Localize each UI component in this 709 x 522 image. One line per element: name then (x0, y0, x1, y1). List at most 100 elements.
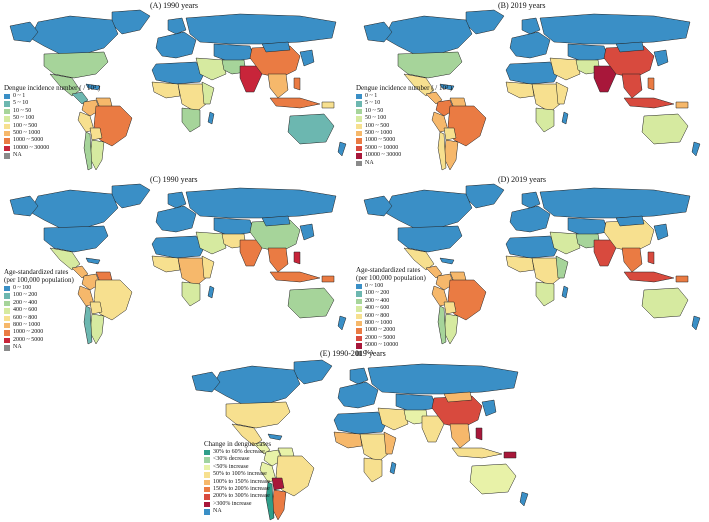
region-indonesia (623, 271, 675, 283)
region-se-asia (621, 73, 643, 99)
legend-label: 100% to 150% increase (213, 478, 270, 485)
region-bolivia (271, 477, 285, 491)
region-madagascar (561, 285, 569, 299)
region-north-africa (151, 61, 205, 85)
legend-label: 50 ~ 100 (13, 115, 35, 122)
legend-title: Dengue incidence number ( / 10³ ) (356, 84, 453, 92)
legend-label: 100 ~ 200 (13, 292, 38, 299)
legend-item: 30% to 60% decrease (204, 449, 271, 456)
legend-item: NA (356, 160, 452, 167)
legend-label: 100 ~ 500 (13, 122, 38, 129)
legend-label: 1000 ~ 5000 (365, 137, 396, 144)
region-north-africa (505, 235, 559, 259)
region-mongolia (261, 41, 291, 53)
region-scandinavia (167, 17, 187, 35)
legend-swatch (356, 123, 362, 129)
region-east-africa (555, 81, 569, 105)
legend-swatch (4, 337, 10, 344)
region-peru (431, 111, 449, 133)
legend-item: 600 ~ 800 (356, 313, 426, 320)
legend-label: 0 ~ 100 (13, 285, 32, 291)
region-mongolia (261, 215, 291, 227)
region-mongolia (443, 391, 473, 403)
region-central-asia (213, 217, 255, 237)
region-alaska (363, 21, 393, 43)
region-caribbean (439, 257, 455, 265)
legend-e: Change in dengue cases 30% to 60% decreas… (204, 440, 271, 516)
legend-item: 50 ~ 100 (4, 115, 100, 122)
region-brazil (447, 279, 487, 321)
legend-item: <30% decrease (204, 456, 271, 463)
region-brazil (447, 105, 487, 147)
legend-label: <30% decrease (213, 456, 250, 463)
legend-item: 0 ~ 100 (4, 285, 74, 292)
region-scandinavia (349, 367, 369, 385)
legend-label: 5000 ~ 10000 (365, 144, 399, 151)
legend-item: 50% to 100% increase (204, 471, 271, 478)
legend-label: 10000 ~ 30000 (13, 144, 50, 151)
region-philippines (647, 251, 655, 265)
region-canada (383, 189, 473, 229)
legend-label: 10 ~ 50 (365, 107, 384, 114)
region-south-africa (363, 457, 383, 483)
region-south-africa (535, 281, 555, 307)
region-new-zealand (691, 315, 701, 331)
region-new-zealand (519, 491, 529, 507)
legend-swatch (356, 343, 362, 349)
legend-item: NA (4, 344, 74, 351)
region-japan-korea (653, 223, 669, 241)
region-central-america (425, 91, 443, 105)
panel-a-title: (A) 1990 years (150, 1, 198, 10)
legend-label: NA (13, 344, 22, 351)
region-east-africa (201, 255, 215, 279)
legend-label: 200 ~ 400 (13, 299, 38, 306)
legend-item: NA (4, 152, 100, 159)
panel-d-title: (D) 2019 years (498, 175, 546, 184)
region-scandinavia (521, 17, 541, 35)
legend-swatch (356, 153, 362, 159)
legend-item: NA (204, 508, 271, 515)
legend-label: 0 ~ 1 (13, 93, 26, 99)
legend-item: 5000 ~ 10000 (356, 145, 452, 152)
region-alaska (191, 371, 221, 393)
region-russia (539, 187, 691, 219)
legend-swatch (204, 450, 210, 456)
region-south-africa (181, 281, 201, 307)
region-peru (431, 285, 449, 307)
legend-item: 100 ~ 200 (4, 292, 74, 299)
legend-item: 500 ~ 1000 (356, 130, 452, 137)
region-chile (437, 131, 447, 171)
region-west-africa (151, 255, 181, 273)
legend-swatch (204, 457, 210, 463)
region-europe (155, 31, 197, 59)
region-philippines (293, 77, 301, 91)
region-east-africa (201, 81, 215, 105)
legend-label: 100 ~ 200 (365, 290, 390, 297)
world-map-b (363, 9, 701, 171)
region-greenland (111, 9, 151, 35)
legend-item: NA (356, 350, 426, 357)
region-middle-east (549, 57, 581, 81)
region-europe (509, 31, 551, 59)
legend-item: 200 ~ 400 (356, 298, 426, 305)
legend-swatch (204, 472, 210, 478)
legend-swatch (356, 138, 362, 144)
panel-e: (E) 1990-2019 years Change in dengue cas… (182, 348, 536, 522)
region-madagascar (561, 111, 569, 125)
legend-swatch (356, 306, 362, 312)
legend-item: 100 ~ 500 (4, 123, 100, 130)
panel-c: (C) 1990 years Age-standardized rates (p… (0, 174, 354, 351)
legend-label: 2000 ~ 5000 (13, 336, 44, 343)
region-chile (83, 305, 93, 345)
legend-item: 400 ~ 600 (356, 305, 426, 312)
legend-label: 600 ~ 800 (13, 314, 38, 321)
legend-label: 30% to 60% decrease (213, 449, 265, 455)
legend-title: Age-standardized rates (per 100,000 popu… (4, 268, 74, 284)
legend-swatch (4, 345, 10, 351)
region-indonesia (269, 97, 321, 109)
legend-label: 10000 ~ 30000 (365, 152, 402, 159)
legend-label: 2000 ~ 5000 (365, 334, 396, 341)
region-peru (77, 285, 95, 307)
legend-swatch (356, 108, 362, 115)
region-canada (29, 15, 119, 55)
